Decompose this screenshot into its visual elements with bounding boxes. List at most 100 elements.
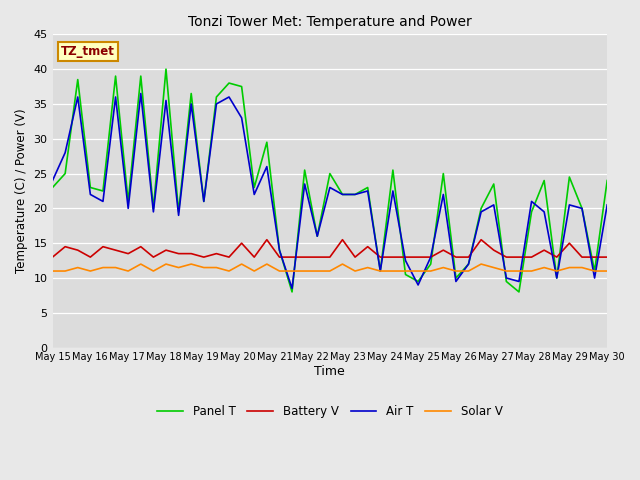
Battery V — [74, 247, 81, 253]
Solar V — [124, 268, 132, 274]
Air T — [74, 94, 81, 100]
Solar V — [276, 268, 284, 274]
Battery V — [326, 254, 333, 260]
Solar V — [49, 268, 56, 274]
Solar V — [250, 268, 258, 274]
Battery V — [225, 254, 233, 260]
X-axis label: Time: Time — [314, 365, 345, 378]
Solar V — [326, 268, 333, 274]
Battery V — [86, 254, 94, 260]
Panel T — [49, 185, 56, 191]
Battery V — [414, 254, 422, 260]
Air T — [566, 202, 573, 208]
Air T — [591, 275, 598, 281]
Solar V — [86, 268, 94, 274]
Battery V — [339, 237, 346, 242]
Solar V — [477, 261, 485, 267]
Air T — [477, 209, 485, 215]
Battery V — [566, 240, 573, 246]
Title: Tonzi Tower Met: Temperature and Power: Tonzi Tower Met: Temperature and Power — [188, 15, 472, 29]
Panel T — [452, 275, 460, 281]
Battery V — [578, 254, 586, 260]
Solar V — [452, 268, 460, 274]
Solar V — [339, 261, 346, 267]
Solar V — [162, 261, 170, 267]
Air T — [528, 199, 536, 204]
Air T — [604, 202, 611, 208]
Solar V — [99, 264, 107, 270]
Panel T — [200, 199, 207, 204]
Panel T — [376, 268, 384, 274]
Air T — [465, 261, 472, 267]
Panel T — [99, 188, 107, 194]
Air T — [238, 115, 246, 121]
Panel T — [502, 278, 510, 284]
Air T — [99, 199, 107, 204]
Air T — [124, 205, 132, 211]
Panel T — [276, 247, 284, 253]
Air T — [326, 185, 333, 191]
Air T — [276, 247, 284, 253]
Panel T — [175, 209, 182, 215]
Air T — [137, 91, 145, 96]
Panel T — [591, 268, 598, 274]
Battery V — [376, 254, 384, 260]
Battery V — [301, 254, 308, 260]
Solar V — [490, 264, 497, 270]
Panel T — [238, 84, 246, 89]
Battery V — [402, 254, 410, 260]
Battery V — [188, 251, 195, 256]
Battery V — [477, 237, 485, 242]
Air T — [301, 181, 308, 187]
Panel T — [112, 73, 120, 79]
Solar V — [465, 268, 472, 274]
Air T — [188, 101, 195, 107]
Battery V — [238, 240, 246, 246]
Air T — [452, 278, 460, 284]
Panel T — [427, 261, 435, 267]
Text: TZ_tmet: TZ_tmet — [61, 45, 115, 58]
Solar V — [440, 264, 447, 270]
Air T — [389, 188, 397, 194]
Panel T — [604, 178, 611, 183]
Solar V — [528, 268, 536, 274]
Panel T — [61, 171, 69, 177]
Air T — [515, 278, 523, 284]
Air T — [553, 275, 561, 281]
Solar V — [591, 268, 598, 274]
Solar V — [288, 268, 296, 274]
Panel T — [124, 199, 132, 204]
Panel T — [477, 205, 485, 211]
Air T — [162, 97, 170, 103]
Panel T — [314, 233, 321, 239]
Solar V — [150, 268, 157, 274]
Panel T — [566, 174, 573, 180]
Solar V — [414, 268, 422, 274]
Panel T — [351, 192, 359, 197]
Battery V — [604, 254, 611, 260]
Air T — [339, 192, 346, 197]
Solar V — [263, 261, 271, 267]
Battery V — [175, 251, 182, 256]
Air T — [351, 192, 359, 197]
Air T — [376, 268, 384, 274]
Battery V — [276, 254, 284, 260]
Panel T — [250, 185, 258, 191]
Panel T — [86, 185, 94, 191]
Solar V — [553, 268, 561, 274]
Battery V — [250, 254, 258, 260]
Panel T — [578, 205, 586, 211]
Solar V — [540, 264, 548, 270]
Legend: Panel T, Battery V, Air T, Solar V: Panel T, Battery V, Air T, Solar V — [152, 400, 507, 423]
Battery V — [553, 254, 561, 260]
Air T — [364, 188, 372, 194]
Battery V — [124, 251, 132, 256]
Solar V — [376, 268, 384, 274]
Solar V — [200, 264, 207, 270]
Solar V — [351, 268, 359, 274]
Solar V — [225, 268, 233, 274]
Air T — [49, 178, 56, 183]
Panel T — [225, 80, 233, 86]
Battery V — [212, 251, 220, 256]
Battery V — [427, 254, 435, 260]
